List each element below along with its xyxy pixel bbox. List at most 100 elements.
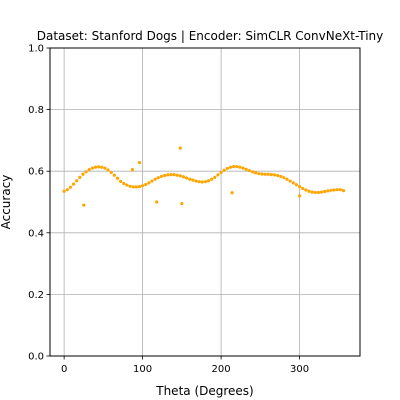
data-point bbox=[266, 172, 270, 176]
data-point bbox=[319, 190, 324, 194]
data-point bbox=[316, 190, 321, 195]
data-point bbox=[301, 186, 305, 191]
data-point bbox=[210, 177, 214, 181]
data-point bbox=[260, 172, 264, 176]
data-point bbox=[156, 176, 160, 180]
data-point bbox=[329, 188, 333, 192]
data-point bbox=[155, 200, 159, 204]
data-point bbox=[178, 174, 182, 178]
data-point bbox=[254, 171, 258, 175]
y-tick-label: 0.0 bbox=[28, 352, 44, 363]
data-point bbox=[288, 179, 292, 183]
data-point bbox=[175, 173, 179, 177]
data-point bbox=[269, 172, 273, 177]
data-point bbox=[144, 182, 148, 187]
data-point bbox=[87, 168, 91, 172]
data-point bbox=[206, 179, 211, 183]
data-point bbox=[230, 191, 234, 195]
data-point bbox=[82, 203, 86, 207]
data-point bbox=[68, 185, 73, 189]
x-tick-label: 300 bbox=[290, 364, 309, 375]
data-point bbox=[166, 173, 170, 177]
data-point bbox=[191, 178, 195, 182]
data-points bbox=[62, 146, 346, 207]
data-point bbox=[159, 174, 164, 179]
data-point bbox=[323, 189, 327, 194]
data-point bbox=[180, 201, 184, 206]
data-point bbox=[222, 168, 226, 172]
data-point bbox=[75, 179, 79, 183]
data-point bbox=[326, 189, 330, 193]
data-point bbox=[81, 172, 85, 176]
data-point bbox=[294, 183, 299, 187]
data-point bbox=[304, 188, 308, 192]
data-point bbox=[147, 181, 151, 185]
data-point bbox=[97, 165, 101, 169]
data-point bbox=[197, 180, 201, 184]
data-point bbox=[62, 189, 66, 193]
data-point bbox=[103, 166, 107, 170]
data-point bbox=[84, 170, 88, 174]
x-axis-ticks: 0 100 200 300 bbox=[61, 356, 309, 375]
data-point bbox=[162, 173, 167, 178]
data-point bbox=[137, 185, 142, 189]
data-point bbox=[341, 189, 346, 193]
y-axis-label: Accuracy bbox=[0, 175, 13, 230]
data-point bbox=[169, 172, 173, 177]
data-point bbox=[122, 181, 126, 186]
data-point bbox=[65, 188, 69, 192]
data-point bbox=[225, 166, 229, 171]
x-tick-label: 200 bbox=[212, 364, 231, 375]
data-point bbox=[279, 174, 283, 179]
data-point bbox=[112, 173, 116, 177]
data-point bbox=[203, 180, 207, 184]
data-point bbox=[100, 165, 104, 169]
data-point bbox=[307, 189, 311, 193]
data-point bbox=[172, 172, 176, 177]
data-point bbox=[216, 173, 220, 177]
data-point bbox=[71, 182, 76, 186]
data-point bbox=[297, 194, 302, 198]
data-point bbox=[78, 175, 82, 179]
data-point bbox=[134, 185, 138, 189]
data-point bbox=[275, 173, 280, 178]
y-tick-label: 0.6 bbox=[28, 167, 44, 178]
data-point bbox=[335, 188, 339, 192]
data-point bbox=[338, 188, 342, 192]
data-point bbox=[282, 176, 286, 180]
data-point bbox=[297, 185, 302, 189]
data-point bbox=[115, 176, 120, 180]
chart-title: Dataset: Stanford Dogs | Encoder: SimCLR… bbox=[37, 29, 383, 43]
data-point bbox=[291, 181, 295, 185]
data-point bbox=[313, 190, 317, 195]
data-point bbox=[90, 166, 94, 170]
data-point bbox=[137, 160, 142, 165]
data-point bbox=[263, 172, 267, 176]
data-point bbox=[332, 188, 336, 192]
data-point bbox=[109, 170, 113, 175]
data-point bbox=[235, 164, 239, 169]
y-axis-ticks: 0.0 0.2 0.4 0.6 0.8 1.0 bbox=[28, 44, 50, 363]
y-tick-label: 1.0 bbox=[28, 44, 44, 55]
data-point bbox=[128, 184, 132, 188]
data-point bbox=[232, 164, 236, 169]
plot-area-frame bbox=[49, 47, 361, 357]
data-point bbox=[178, 146, 182, 150]
x-tick-label: 0 bbox=[61, 364, 67, 375]
data-point bbox=[257, 172, 261, 176]
data-point bbox=[93, 165, 98, 169]
data-point bbox=[238, 165, 242, 169]
x-axis-label: Theta (Degrees) bbox=[155, 384, 253, 398]
data-point bbox=[106, 168, 110, 172]
data-point bbox=[310, 190, 314, 194]
data-point bbox=[194, 179, 198, 183]
data-point bbox=[200, 180, 204, 184]
data-point bbox=[241, 166, 245, 170]
data-point bbox=[272, 173, 277, 177]
data-point bbox=[181, 175, 186, 179]
data-point bbox=[188, 177, 192, 181]
data-point bbox=[131, 185, 135, 189]
data-point bbox=[228, 165, 233, 169]
